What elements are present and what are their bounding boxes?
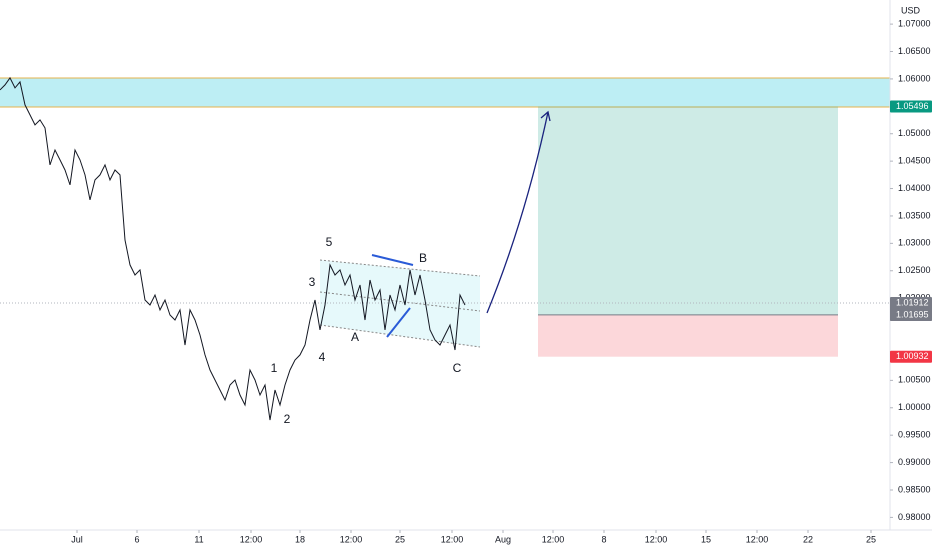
wave-label: 1 bbox=[271, 361, 278, 375]
y-tick-label: 0.98000 bbox=[898, 512, 931, 522]
loss-zone bbox=[538, 314, 838, 357]
wave-label: 4 bbox=[319, 350, 326, 364]
x-tick-label: 11 bbox=[194, 534, 203, 544]
y-tick-label: 0.99000 bbox=[898, 457, 931, 467]
trend-line bbox=[371, 254, 414, 266]
wave-label: B bbox=[419, 251, 427, 265]
x-tick-label: Aug bbox=[495, 534, 511, 544]
y-tick-label: 1.06000 bbox=[898, 73, 931, 83]
y-tick-label: 1.07000 bbox=[898, 18, 931, 28]
price-label-box bbox=[890, 350, 932, 363]
x-tick-label: 12:00 bbox=[441, 534, 464, 544]
wave-label: A bbox=[351, 330, 359, 344]
price-label: 1.05496 bbox=[896, 101, 929, 111]
x-tick-label: 22 bbox=[803, 534, 813, 544]
wave-label: 2 bbox=[284, 412, 291, 426]
x-tick-label: 6 bbox=[134, 534, 139, 544]
x-tick-label: Jul bbox=[71, 534, 83, 544]
x-tick-label: 25 bbox=[866, 534, 876, 544]
x-tick-label: 12:00 bbox=[746, 534, 769, 544]
x-tick-label: 12:00 bbox=[240, 534, 263, 544]
arrow-head bbox=[540, 110, 551, 122]
channel bbox=[320, 260, 480, 347]
y-tick-label: 0.98500 bbox=[898, 484, 931, 494]
y-tick-label: 1.02500 bbox=[898, 265, 931, 275]
price-label: 1.01912 bbox=[896, 297, 929, 307]
price-label: 1.00932 bbox=[896, 351, 929, 361]
y-tick-label: 1.04500 bbox=[898, 156, 931, 166]
x-tick-label: 18 bbox=[295, 534, 305, 544]
wave-label: 5 bbox=[326, 235, 333, 249]
y-tick-label: 1.03000 bbox=[898, 238, 931, 248]
x-tick-label: 8 bbox=[601, 534, 606, 544]
channel-line bbox=[319, 291, 481, 312]
channel-line bbox=[319, 259, 481, 277]
profit-zone bbox=[538, 106, 838, 315]
wave-label: 3 bbox=[309, 275, 316, 289]
y-tick-label: 1.00000 bbox=[898, 402, 931, 412]
y-tick-label: 0.99500 bbox=[898, 430, 931, 440]
x-tick-label: 15 bbox=[701, 534, 711, 544]
position-box bbox=[538, 106, 838, 357]
price-label-box bbox=[890, 100, 932, 113]
price-label: 1.01695 bbox=[896, 309, 929, 319]
x-tick-label: 12:00 bbox=[645, 534, 668, 544]
y-tick-label: 1.06500 bbox=[898, 46, 931, 56]
y-tick-label: 1.04000 bbox=[898, 183, 931, 193]
price-label-box bbox=[890, 308, 932, 321]
y-tick-label: 1.00500 bbox=[898, 375, 931, 385]
x-tick-label: 12:00 bbox=[542, 534, 565, 544]
axis-label: USD bbox=[901, 5, 921, 15]
y-tick-label: 1.03500 bbox=[898, 210, 931, 220]
trend-line bbox=[386, 307, 411, 338]
x-tick-label: 25 bbox=[395, 534, 405, 544]
channel-line bbox=[319, 324, 481, 348]
x-tick-label: 12:00 bbox=[340, 534, 363, 544]
arrow bbox=[486, 111, 549, 314]
wave-label: C bbox=[453, 361, 462, 375]
price-line-series bbox=[0, 76, 466, 421]
resistance-zone bbox=[0, 78, 890, 107]
y-tick-label: 1.05000 bbox=[898, 128, 931, 138]
